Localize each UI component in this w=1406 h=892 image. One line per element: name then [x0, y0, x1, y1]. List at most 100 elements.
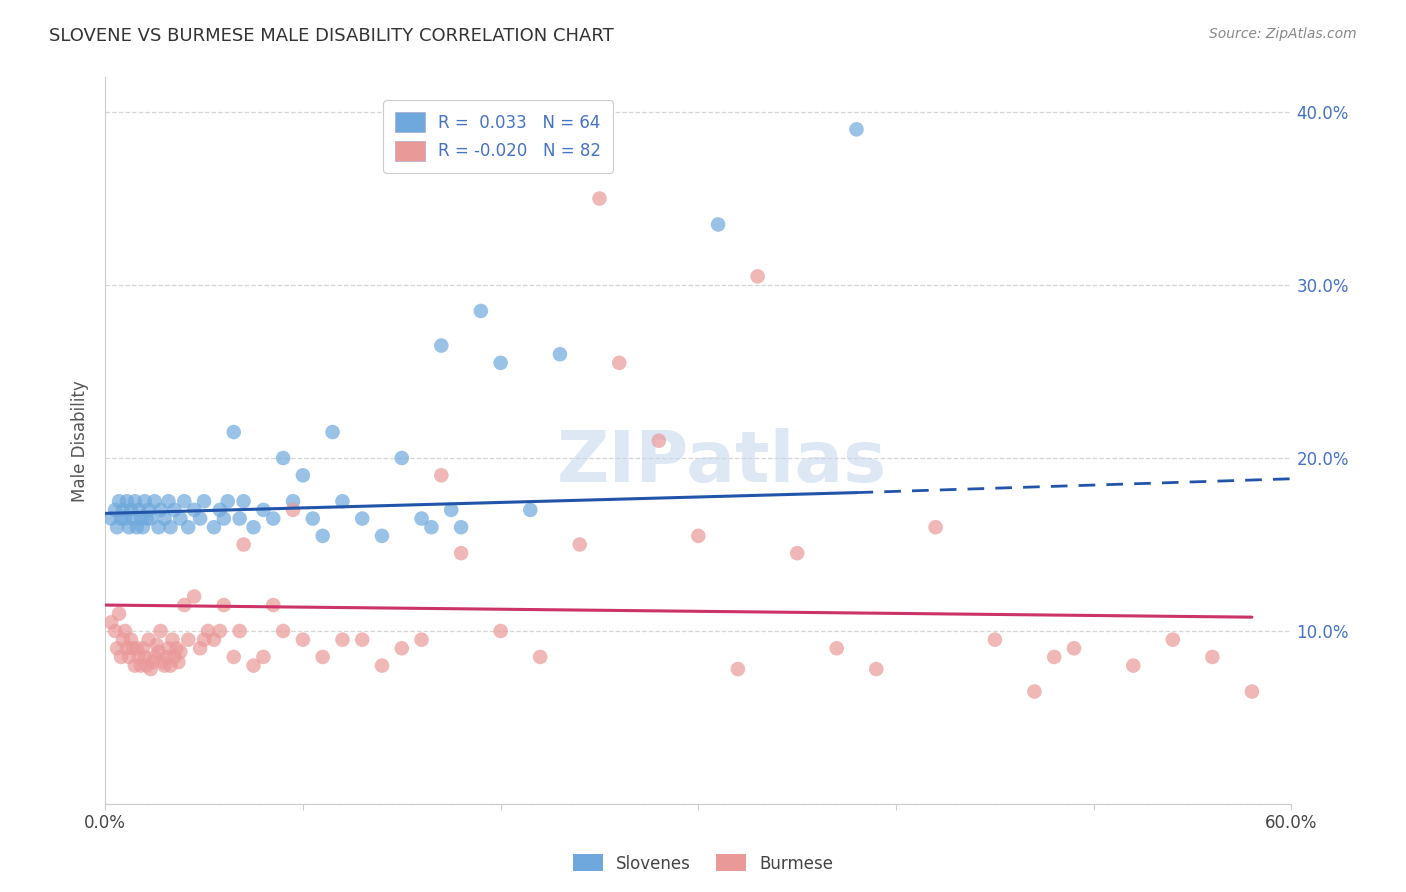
Point	[489, 624, 512, 638]
Text: Source: ZipAtlas.com: Source: ZipAtlas.com	[1209, 27, 1357, 41]
Point	[143, 494, 166, 508]
Point	[163, 649, 186, 664]
Point	[173, 598, 195, 612]
Point	[104, 624, 127, 638]
Point	[125, 641, 148, 656]
Point	[845, 122, 868, 136]
Point	[430, 468, 453, 483]
Point	[169, 645, 191, 659]
Point	[129, 658, 152, 673]
Point	[125, 520, 148, 534]
Point	[165, 641, 187, 656]
Point	[152, 655, 174, 669]
Point	[118, 649, 141, 664]
Point	[110, 511, 132, 525]
Point	[138, 503, 160, 517]
Point	[157, 494, 180, 508]
Point	[707, 218, 730, 232]
Point	[252, 503, 274, 517]
Point	[118, 520, 141, 534]
Point	[242, 520, 264, 534]
Point	[217, 494, 239, 508]
Point	[169, 511, 191, 525]
Point	[108, 494, 131, 508]
Point	[183, 503, 205, 517]
Point	[157, 641, 180, 656]
Point	[159, 658, 181, 673]
Point	[128, 649, 150, 664]
Point	[727, 662, 749, 676]
Point	[193, 632, 215, 647]
Point	[470, 304, 492, 318]
Point	[519, 503, 541, 517]
Point	[1161, 632, 1184, 647]
Point	[411, 511, 433, 525]
Point	[322, 425, 344, 439]
Point	[1201, 649, 1223, 664]
Point	[262, 598, 284, 612]
Point	[440, 503, 463, 517]
Point	[607, 356, 630, 370]
Point	[139, 662, 162, 676]
Point	[202, 632, 225, 647]
Point	[312, 649, 335, 664]
Point	[1240, 684, 1263, 698]
Point	[193, 494, 215, 508]
Point	[271, 624, 294, 638]
Point	[391, 450, 413, 465]
Point	[228, 511, 250, 525]
Point	[747, 269, 769, 284]
Point	[391, 641, 413, 656]
Point	[489, 356, 512, 370]
Point	[163, 503, 186, 517]
Y-axis label: Male Disability: Male Disability	[72, 380, 89, 501]
Point	[197, 624, 219, 638]
Point	[281, 503, 304, 517]
Point	[281, 494, 304, 508]
Point	[1122, 658, 1144, 673]
Point	[648, 434, 671, 448]
Point	[100, 615, 122, 630]
Point	[153, 511, 176, 525]
Point	[371, 529, 394, 543]
Point	[148, 520, 170, 534]
Point	[242, 658, 264, 673]
Point	[149, 624, 172, 638]
Point	[167, 655, 190, 669]
Point	[202, 520, 225, 534]
Point	[142, 655, 165, 669]
Point	[111, 632, 134, 647]
Point	[149, 503, 172, 517]
Point	[155, 649, 177, 664]
Point	[183, 590, 205, 604]
Point	[352, 511, 374, 525]
Point	[212, 511, 235, 525]
Point	[134, 649, 156, 664]
Point	[212, 598, 235, 612]
Point	[208, 624, 231, 638]
Point	[108, 607, 131, 621]
Point	[129, 511, 152, 525]
Point	[111, 503, 134, 517]
Point	[105, 520, 128, 534]
Point	[114, 511, 136, 525]
Point	[145, 638, 167, 652]
Point	[568, 537, 591, 551]
Point	[115, 641, 138, 656]
Point	[332, 632, 354, 647]
Point	[173, 494, 195, 508]
Point	[153, 658, 176, 673]
Point	[252, 649, 274, 664]
Point	[984, 632, 1007, 647]
Point	[177, 520, 200, 534]
Point	[222, 425, 245, 439]
Point	[371, 658, 394, 673]
Point	[291, 632, 314, 647]
Point	[312, 529, 335, 543]
Point	[148, 645, 170, 659]
Point	[529, 649, 551, 664]
Point	[124, 494, 146, 508]
Point	[1024, 684, 1046, 698]
Point	[271, 450, 294, 465]
Point	[430, 338, 453, 352]
